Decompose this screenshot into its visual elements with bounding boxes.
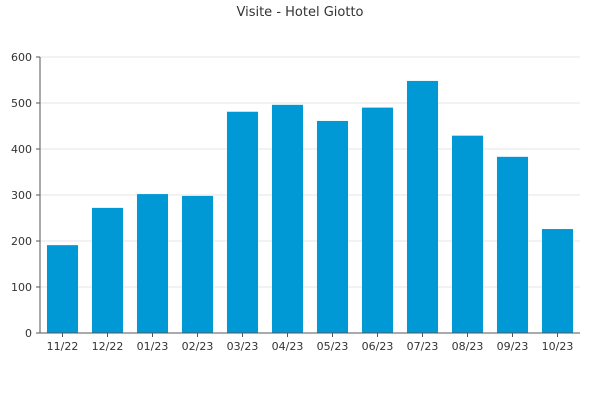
x-tick-label: 06/23 [362, 340, 394, 353]
chart-title: Visite - Hotel Giotto [236, 5, 363, 20]
bar [451, 135, 484, 333]
y-tick-labels: 0 100 200 300 400 500 600 [11, 51, 40, 340]
y-tick-label: 300 [11, 189, 32, 202]
x-tick-label: 05/23 [317, 340, 349, 353]
x-tick-label: 01/23 [137, 340, 169, 353]
x-tick-labels: 11/22 12/22 01/23 02/23 03/23 04/23 05/23 06/23… [47, 333, 574, 353]
x-tick-label: 10/23 [542, 340, 574, 353]
bar [136, 194, 169, 333]
y-tick-label: 200 [11, 235, 32, 248]
bar [541, 229, 574, 333]
x-tick-label: 11/22 [47, 340, 79, 353]
x-tick-label: 08/23 [452, 340, 484, 353]
bar [91, 207, 124, 333]
y-tick-label: 0 [25, 327, 32, 340]
bars [46, 80, 574, 334]
x-tick-label: 07/23 [407, 340, 439, 353]
x-tick-label: 02/23 [182, 340, 214, 353]
gridlines [40, 56, 580, 288]
y-tick-label: 600 [11, 51, 32, 64]
bar [271, 104, 304, 333]
y-tick-label: 500 [11, 97, 32, 110]
bar [496, 156, 529, 333]
x-tick-label: 04/23 [272, 340, 304, 353]
y-tick-label: 400 [11, 143, 32, 156]
bar [181, 195, 214, 333]
bar [361, 107, 394, 333]
x-tick-label: 09/23 [497, 340, 529, 353]
y-tick-label: 100 [11, 281, 32, 294]
bar [46, 245, 79, 333]
bar [226, 111, 259, 334]
x-tick-label: 12/22 [92, 340, 124, 353]
bar [316, 120, 349, 333]
bar [406, 80, 439, 333]
x-tick-label: 03/23 [227, 340, 259, 353]
